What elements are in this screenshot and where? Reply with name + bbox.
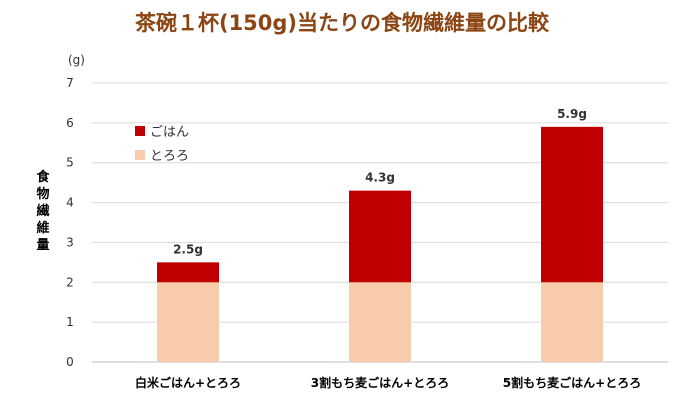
- bar-total-label: 2.5g: [173, 242, 203, 256]
- y-tick-label: 0: [66, 355, 74, 369]
- bar-total-label: 5.9g: [557, 107, 587, 121]
- x-tick-label: 白米ごはん+とろろ: [135, 375, 241, 390]
- bar-segment: [541, 126, 603, 283]
- y-axis-label: 食物繊維量: [36, 169, 50, 253]
- bar-total-label: 4.3g: [365, 171, 395, 185]
- legend-label: とろろ: [150, 149, 189, 164]
- bar-segment: [541, 282, 603, 362]
- y-tick-label: 4: [66, 196, 74, 210]
- legend-label: ごはん: [150, 124, 189, 140]
- y-tick-label: 2: [66, 275, 74, 289]
- x-tick-label: 5割もち麦ごはん+とろろ: [503, 375, 641, 390]
- bar-segment: [157, 262, 219, 283]
- x-tick-label: 3割もち麦ごはん+とろろ: [311, 375, 449, 390]
- y-tick-label: 7: [66, 76, 74, 90]
- chart-title: 茶碗１杯(150g)当たりの食物繊維量の比較: [135, 11, 550, 35]
- y-axis-unit: (g): [68, 53, 85, 67]
- y-tick-label: 3: [66, 235, 74, 249]
- bar-segment: [157, 282, 219, 362]
- y-tick-label: 1: [66, 315, 74, 329]
- legend-swatch: [135, 126, 145, 136]
- legend-swatch: [135, 150, 145, 160]
- y-tick-label: 5: [66, 156, 74, 170]
- bar-segment: [349, 282, 411, 362]
- y-tick-label: 6: [66, 116, 74, 130]
- bar-segment: [349, 190, 411, 283]
